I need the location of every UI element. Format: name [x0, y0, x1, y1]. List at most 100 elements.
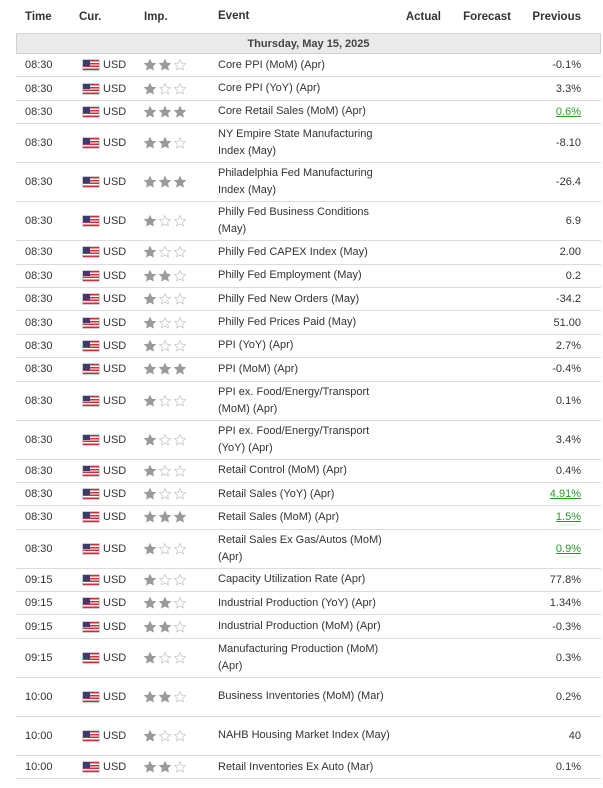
event-name[interactable]: Business Inventories (MoM) (Mar): [218, 690, 384, 703]
previous-value-text: 0.4%: [555, 464, 581, 477]
table-row[interactable]: 08:30 USD Philly Fed CAPEX Index (May) 2.00: [16, 241, 601, 265]
event-name[interactable]: Manufacturing Production (MoM) (Apr): [218, 642, 379, 672]
header-currency[interactable]: Cur.: [79, 10, 102, 23]
table-row[interactable]: 08:30 USD Philly Fed New Orders (May) -34.2: [16, 288, 601, 312]
currency-cell: USD: [79, 488, 138, 500]
star-empty-icon: [159, 339, 171, 352]
us-flag-icon: [83, 434, 99, 445]
table-row[interactable]: 08:30 USD Core PPI (YoY) (Apr) 3.3%: [16, 77, 601, 101]
event-time: 08:30: [25, 137, 53, 150]
event-name[interactable]: Capacity Utilization Rate (Apr): [218, 573, 366, 586]
table-row[interactable]: 08:30 USD Retail Sales (MoM) (Apr) 1.5%: [16, 506, 601, 530]
currency-code: USD: [103, 59, 127, 72]
table-row[interactable]: 08:30 USD PPI (MoM) (Apr) -0.4%: [16, 358, 601, 382]
event-name[interactable]: Retail Control (MoM) (Apr): [218, 464, 347, 477]
table-row[interactable]: 09:15 USD Capacity Utilization Rate (Apr) 7…: [16, 569, 601, 593]
currency-code: USD: [103, 488, 127, 501]
event-name[interactable]: PPI ex. Food/Energy/Transport (YoY) (Apr…: [218, 424, 370, 454]
header-event[interactable]: Event: [218, 10, 250, 22]
event-name[interactable]: Retail Sales (MoM) (Apr): [218, 510, 340, 523]
importance-stars: [138, 246, 218, 259]
currency-code: USD: [103, 316, 127, 329]
header-importance[interactable]: Imp.: [144, 10, 168, 23]
previous-value-text: 40: [568, 729, 581, 742]
event-name[interactable]: Core Retail Sales (MoM) (Apr): [218, 105, 366, 118]
event-name[interactable]: Philly Fed CAPEX Index (May): [218, 245, 368, 258]
table-row[interactable]: 08:30 USD Core Retail Sales (MoM) (Apr) 0.6…: [16, 101, 601, 125]
currency-code: USD: [103, 246, 127, 259]
event-name[interactable]: Industrial Production (YoY) (Apr): [218, 596, 376, 609]
previous-value-text[interactable]: 4.91%: [549, 488, 581, 501]
previous-value: 0.1%: [511, 761, 591, 773]
currency-cell: USD: [79, 465, 138, 477]
event-name[interactable]: Philly Fed Employment (May): [218, 269, 362, 282]
previous-value: 1.34%: [511, 597, 591, 609]
currency-cell: USD: [79, 270, 138, 282]
previous-value: -0.4%: [511, 363, 591, 375]
table-row[interactable]: 08:30 USD Core PPI (MoM) (Apr) -0.1%: [16, 54, 601, 78]
event-name[interactable]: NY Empire State Manufacturing Index (May…: [218, 128, 373, 158]
event-name[interactable]: Core PPI (YoY) (Apr): [218, 82, 321, 95]
star-filled-icon: [144, 82, 156, 95]
table-row[interactable]: 10:00 USD Business Inventories (MoM) (Mar)…: [16, 678, 601, 717]
table-row[interactable]: 10:00 USD Retail Inventories Ex Auto (Mar)…: [16, 756, 601, 780]
event-time: 08:30: [25, 82, 53, 95]
importance-stars: [138, 433, 218, 446]
event-name[interactable]: Core PPI (MoM) (Apr): [218, 58, 325, 71]
us-flag-icon: [83, 621, 99, 632]
event-name[interactable]: Retail Sales (YoY) (Apr): [218, 487, 335, 500]
previous-value: 0.4%: [511, 465, 591, 477]
previous-value-text: -34.2: [555, 293, 581, 306]
header-actual[interactable]: Actual: [405, 10, 441, 23]
event-name[interactable]: PPI (YoY) (Apr): [218, 339, 294, 352]
previous-value-text[interactable]: 0.6%: [555, 105, 581, 118]
event-name[interactable]: Philly Fed New Orders (May): [218, 292, 360, 305]
event-name[interactable]: Philadelphia Fed Manufacturing Index (Ma…: [218, 167, 373, 197]
star-filled-icon: [174, 363, 186, 375]
table-row[interactable]: 08:30 USD Retail Sales (YoY) (Apr) 4.91%: [16, 483, 601, 507]
us-flag-icon: [83, 247, 99, 258]
star-filled-icon: [144, 316, 156, 329]
event-name[interactable]: Retail Inventories Ex Auto (Mar): [218, 760, 374, 773]
previous-value-text: -8.10: [555, 137, 581, 150]
event-name[interactable]: PPI ex. Food/Energy/Transport (MoM) (Apr…: [218, 385, 370, 415]
star-empty-icon: [159, 246, 171, 259]
table-row[interactable]: 08:30 USD Retail Sales Ex Gas/Autos (MoM) …: [16, 530, 601, 569]
previous-value: 1.5%: [511, 511, 591, 523]
table-row[interactable]: 08:30 USD PPI ex. Food/Energy/Transport (M…: [16, 382, 601, 421]
event-name[interactable]: PPI (MoM) (Apr): [218, 362, 299, 375]
event-time: 08:30: [25, 339, 53, 352]
previous-value-text[interactable]: 1.5%: [555, 511, 581, 524]
table-row[interactable]: 09:15 USD Industrial Production (MoM) (Apr…: [16, 615, 601, 639]
header-time[interactable]: Time: [25, 10, 52, 23]
currency-code: USD: [103, 542, 127, 555]
currency-cell: USD: [79, 340, 138, 352]
event-name[interactable]: Industrial Production (MoM) (Apr): [218, 620, 381, 633]
table-row[interactable]: 08:30 USD Philly Fed Prices Paid (May) 51.0…: [16, 311, 601, 335]
table-row[interactable]: 09:15 USD Manufacturing Production (MoM) (…: [16, 639, 601, 678]
table-row[interactable]: 08:30 USD Philly Fed Business Conditions (…: [16, 202, 601, 242]
table-row[interactable]: 08:30 USD PPI ex. Food/Energy/Transport (Y…: [16, 421, 601, 460]
table-row[interactable]: 09:15 USD Industrial Production (YoY) (Apr…: [16, 592, 601, 616]
event-name[interactable]: Retail Sales Ex Gas/Autos (MoM) (Apr): [218, 533, 382, 563]
table-row[interactable]: 08:30 USD Philadelphia Fed Manufacturing I…: [16, 163, 601, 203]
header-previous[interactable]: Previous: [532, 10, 581, 23]
event-name[interactable]: Philly Fed Prices Paid (May): [218, 316, 357, 329]
previous-value-text: 0.2: [565, 269, 581, 282]
previous-value-text: -26.4: [555, 176, 581, 189]
table-row[interactable]: 08:30 USD PPI (YoY) (Apr) 2.7%: [16, 335, 601, 359]
importance-stars: [138, 488, 218, 500]
previous-value-text: -0.3%: [552, 620, 581, 633]
importance-stars: [138, 573, 218, 586]
event-name[interactable]: NAHB Housing Market Index (May): [218, 729, 390, 742]
previous-value-text[interactable]: 0.9%: [555, 542, 581, 555]
table-row[interactable]: 08:30 USD NY Empire State Manufacturing In…: [16, 124, 601, 164]
table-row[interactable]: 08:30 USD Philly Fed Employment (May) 0.2: [16, 265, 601, 288]
table-row[interactable]: 10:00 USD NAHB Housing Market Index (May) 4…: [16, 717, 601, 756]
previous-value-text: -0.4%: [552, 363, 581, 376]
header-forecast[interactable]: Forecast: [463, 10, 511, 23]
currency-cell: USD: [79, 730, 138, 742]
event-name[interactable]: Philly Fed Business Conditions (May): [218, 206, 370, 236]
star-empty-icon: [159, 394, 171, 407]
table-row[interactable]: 08:30 USD Retail Control (MoM) (Apr) 0.4%: [16, 460, 601, 483]
